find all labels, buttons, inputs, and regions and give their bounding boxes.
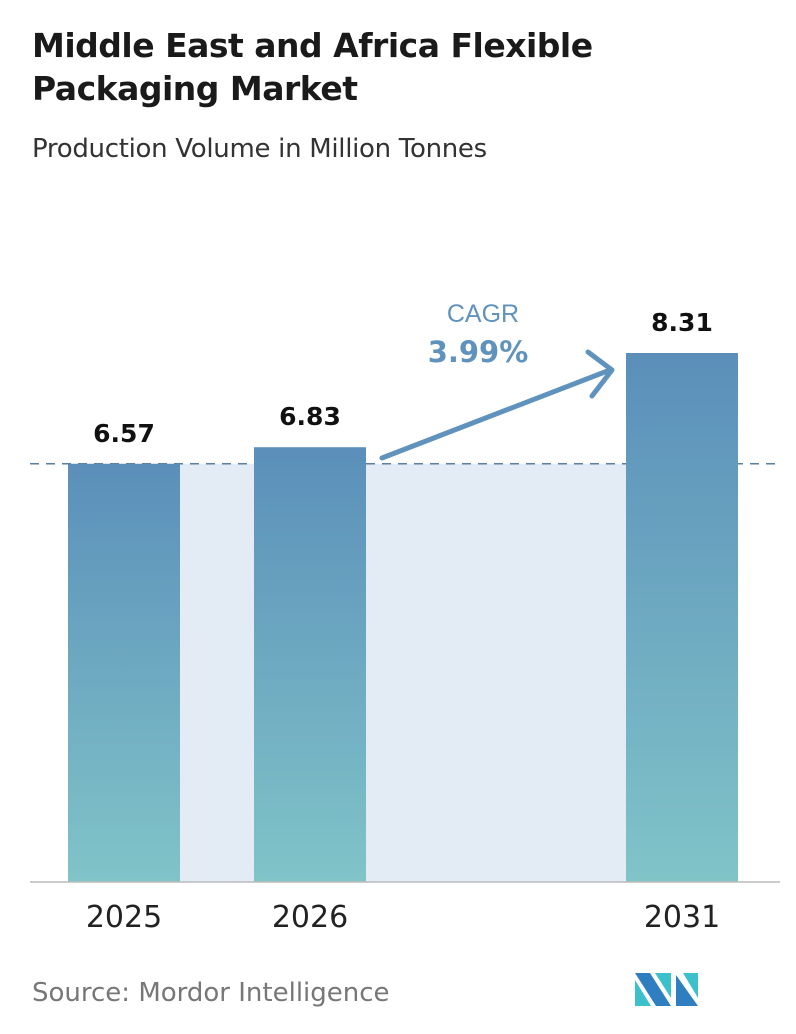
bar-2025 <box>68 463 180 882</box>
cagr-arrow-shaft <box>379 367 613 461</box>
bar-2031 <box>626 353 738 882</box>
x-tick-label-2026: 2026 <box>272 900 348 935</box>
reference-band <box>180 463 626 882</box>
value-label-2026: 6.83 <box>279 402 341 431</box>
cagr-label: CAGR <box>447 300 519 328</box>
cagr-arrow-head <box>585 349 615 399</box>
source-text: Source: Mordor Intelligence <box>32 978 390 1008</box>
x-tick-label-2025: 2025 <box>86 900 162 935</box>
x-tick-label-2031: 2031 <box>644 900 720 935</box>
value-label-2031: 8.31 <box>651 308 713 337</box>
cagr-value: 3.99% <box>428 335 529 369</box>
value-label-2025: 6.57 <box>93 419 155 448</box>
chart-title: Middle East and Africa Flexible Packagin… <box>32 26 593 108</box>
bar-2026 <box>254 447 366 882</box>
chart-subtitle: Production Volume in Million Tonnes <box>32 134 487 164</box>
